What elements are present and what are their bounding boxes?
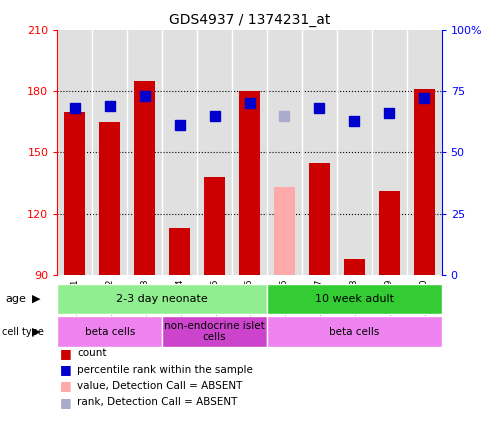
Text: count: count xyxy=(77,348,107,358)
Bar xyxy=(134,81,155,275)
Text: cell type: cell type xyxy=(2,327,44,337)
Text: percentile rank within the sample: percentile rank within the sample xyxy=(77,365,253,375)
Text: ■: ■ xyxy=(60,347,72,360)
Bar xyxy=(267,284,442,314)
Bar xyxy=(344,259,365,275)
Bar xyxy=(64,112,85,275)
Text: ■: ■ xyxy=(60,396,72,409)
Text: beta cells: beta cells xyxy=(329,327,379,337)
Bar xyxy=(379,191,400,275)
Text: ▶: ▶ xyxy=(32,327,41,337)
Text: 10 week adult: 10 week adult xyxy=(315,294,394,304)
Text: rank, Detection Call = ABSENT: rank, Detection Call = ABSENT xyxy=(77,397,238,407)
Bar xyxy=(99,122,120,275)
Bar xyxy=(162,316,267,347)
Bar xyxy=(309,163,330,275)
Text: ■: ■ xyxy=(60,363,72,376)
Bar xyxy=(169,228,190,275)
Text: ▶: ▶ xyxy=(32,294,41,304)
Bar xyxy=(204,177,225,275)
Text: beta cells: beta cells xyxy=(85,327,135,337)
Text: ■: ■ xyxy=(60,379,72,393)
Text: 2-3 day neonate: 2-3 day neonate xyxy=(116,294,208,304)
Text: age: age xyxy=(5,294,26,304)
Bar xyxy=(57,316,162,347)
Text: non-endocrine islet
cells: non-endocrine islet cells xyxy=(164,321,265,343)
Bar xyxy=(267,316,442,347)
Text: GDS4937 / 1374231_at: GDS4937 / 1374231_at xyxy=(169,13,330,27)
Bar xyxy=(57,284,267,314)
Text: value, Detection Call = ABSENT: value, Detection Call = ABSENT xyxy=(77,381,243,391)
Bar xyxy=(239,91,260,275)
Bar xyxy=(274,187,295,275)
Bar xyxy=(414,89,435,275)
